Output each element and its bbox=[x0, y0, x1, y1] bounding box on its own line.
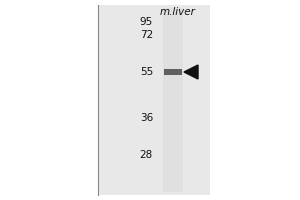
Bar bbox=[164, 69, 182, 75]
Text: m.liver: m.liver bbox=[160, 7, 196, 17]
Text: 55: 55 bbox=[140, 67, 153, 77]
Bar bbox=[98, 5, 210, 195]
Text: 36: 36 bbox=[140, 113, 153, 123]
Text: 95: 95 bbox=[140, 17, 153, 27]
Polygon shape bbox=[184, 65, 198, 79]
Text: 72: 72 bbox=[140, 30, 153, 40]
Text: 28: 28 bbox=[140, 150, 153, 160]
Bar bbox=[163, 8, 183, 192]
